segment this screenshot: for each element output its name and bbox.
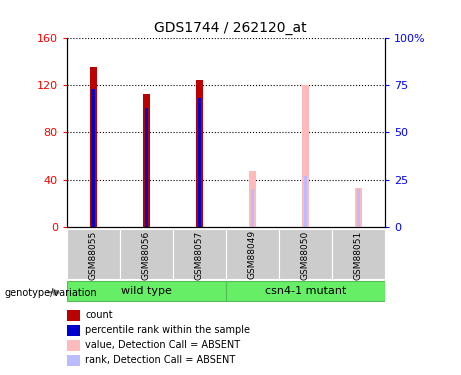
Text: GSM88049: GSM88049 <box>248 230 257 279</box>
Bar <box>355 188 361 227</box>
Bar <box>67 280 226 301</box>
Text: percentile rank within the sample: percentile rank within the sample <box>85 326 250 335</box>
Text: GDS1744 / 262120_at: GDS1744 / 262120_at <box>154 21 307 35</box>
Bar <box>249 171 255 227</box>
Bar <box>143 94 149 227</box>
Text: csn4-1 mutant: csn4-1 mutant <box>265 286 346 296</box>
Bar <box>90 67 96 227</box>
Text: GSM88056: GSM88056 <box>142 230 151 279</box>
FancyBboxPatch shape <box>173 229 226 279</box>
Bar <box>91 88 95 227</box>
Bar <box>250 189 254 227</box>
Text: GSM88057: GSM88057 <box>195 230 204 279</box>
Text: rank, Detection Call = ABSENT: rank, Detection Call = ABSENT <box>85 356 236 365</box>
Text: value, Detection Call = ABSENT: value, Detection Call = ABSENT <box>85 340 240 350</box>
Bar <box>196 80 202 227</box>
Text: wild type: wild type <box>121 286 172 296</box>
Bar <box>226 280 385 301</box>
Text: GSM88051: GSM88051 <box>354 230 363 279</box>
Text: genotype/variation: genotype/variation <box>5 288 97 298</box>
Text: GSM88055: GSM88055 <box>89 230 98 279</box>
Bar <box>197 98 201 227</box>
FancyBboxPatch shape <box>120 229 173 279</box>
FancyBboxPatch shape <box>332 229 385 279</box>
Bar <box>303 176 307 227</box>
Bar <box>302 85 308 227</box>
FancyBboxPatch shape <box>67 229 120 279</box>
FancyBboxPatch shape <box>279 229 332 279</box>
FancyBboxPatch shape <box>226 229 279 279</box>
Text: count: count <box>85 310 113 320</box>
Bar <box>144 108 148 227</box>
Bar <box>356 189 361 227</box>
Text: GSM88050: GSM88050 <box>301 230 310 279</box>
